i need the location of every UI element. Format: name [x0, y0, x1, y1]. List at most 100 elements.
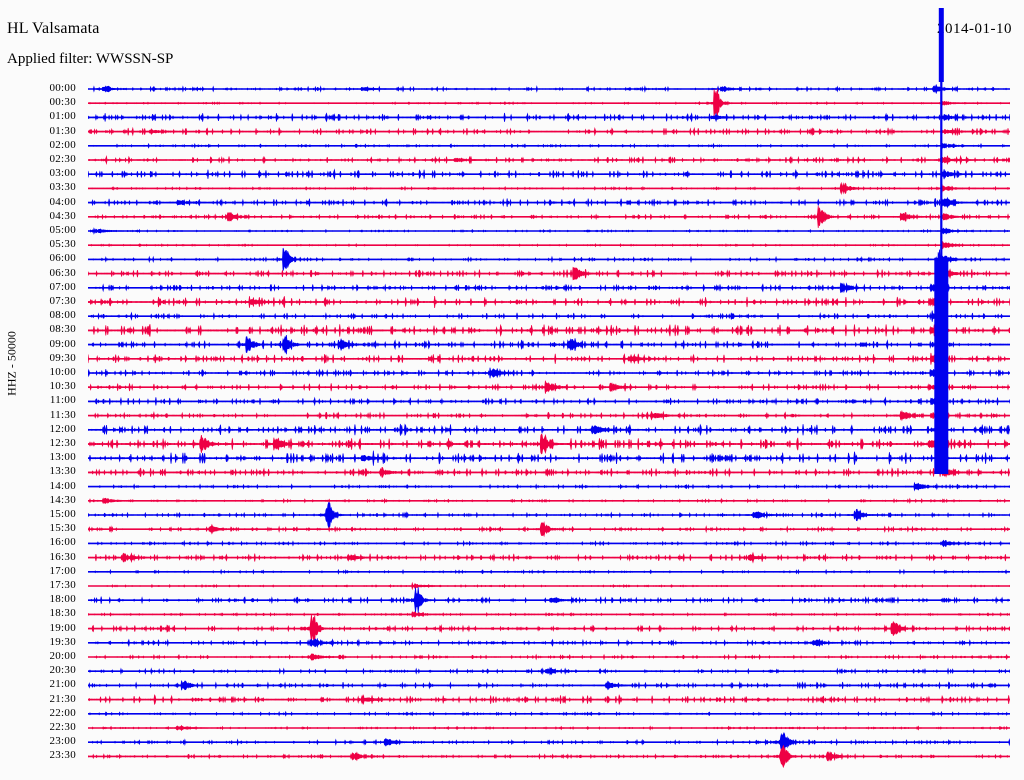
time-label: 18:00 [49, 593, 76, 606]
trace-canvas [88, 82, 1010, 769]
time-label: 21:00 [49, 678, 76, 691]
time-label: 17:00 [49, 564, 76, 577]
trace-row [88, 181, 1010, 195]
time-label: 04:30 [49, 209, 76, 222]
trace-row [88, 521, 1010, 538]
time-label: 05:00 [49, 224, 76, 236]
time-label: 11:00 [49, 394, 76, 407]
time-label: 00:00 [49, 82, 76, 94]
trace-row [88, 297, 1010, 363]
trace-row [88, 539, 1010, 548]
time-label: 03:00 [49, 167, 76, 180]
trace-row [88, 450, 1010, 466]
trace-row [88, 653, 1010, 661]
time-label: 01:00 [49, 110, 76, 123]
time-label: 18:30 [49, 607, 76, 620]
trace-row [88, 694, 1010, 706]
trace-row [88, 168, 1010, 181]
trace-row [88, 112, 1010, 123]
time-label: 16:00 [49, 536, 76, 549]
trace-row [88, 344, 1010, 402]
trace-row [88, 126, 1010, 137]
trace-row [88, 581, 1010, 591]
time-label: 11:30 [49, 408, 76, 421]
time-axis: 00:00 00:30 01:00 01:30 02:00 02:30 03:00 03:30… [0, 0, 88, 780]
time-label: 12:30 [49, 437, 76, 449]
trace-row [88, 375, 1010, 428]
trace-row [88, 467, 1010, 478]
time-label: 13:00 [49, 451, 76, 464]
trace-row [88, 666, 1010, 676]
time-label: 14:30 [49, 493, 76, 506]
time-label: 04:00 [49, 195, 76, 208]
trace-row [88, 196, 1010, 209]
time-label: 09:00 [49, 337, 76, 350]
time-label: 15:00 [49, 508, 76, 520]
time-label: 16:30 [49, 550, 76, 563]
time-label: 06:30 [49, 266, 76, 279]
trace-row [88, 406, 1010, 453]
time-label: 01:30 [49, 124, 76, 137]
station-title: HL Valsamata [7, 20, 100, 37]
trace-row [88, 611, 1010, 618]
trace-row [88, 614, 1010, 643]
time-label: 07:30 [49, 295, 76, 307]
trace-row [88, 249, 1010, 327]
trace-row [88, 502, 1010, 528]
time-label: 21:30 [49, 692, 76, 705]
trace-row [88, 227, 1010, 235]
trace-row [88, 321, 1010, 369]
time-label: 15:30 [49, 522, 76, 535]
trace-row [88, 393, 1010, 438]
trace-row [88, 339, 1010, 378]
time-label: 22:00 [49, 706, 76, 719]
mainshock-saturation [934, 82, 949, 474]
trace-row [88, 268, 1010, 336]
record-date: 2014-01-10 [937, 21, 1012, 37]
trace-row [88, 497, 1010, 505]
time-label: 02:30 [49, 153, 76, 165]
time-label: 03:30 [49, 181, 76, 194]
trace-row [88, 83, 1010, 95]
time-label: 23:00 [49, 735, 76, 748]
trace-row [88, 724, 1010, 732]
trace-row [88, 568, 1010, 575]
time-label: 22:30 [49, 721, 76, 733]
trace-row [88, 637, 1010, 648]
time-label: 17:30 [49, 579, 76, 591]
time-label: 10:30 [49, 380, 76, 393]
trace-row [88, 680, 1010, 691]
trace-row [88, 481, 1010, 492]
trace-row [88, 142, 1010, 149]
time-label: 09:30 [49, 351, 76, 364]
trace-row [88, 587, 1010, 614]
trace-row [88, 744, 1010, 769]
applied-filter-label: Applied filter: WWSSN-SP [7, 51, 174, 67]
date-spike-overlay [938, 8, 944, 82]
trace-row [88, 282, 1010, 351]
trace-row [88, 154, 1010, 166]
trace-row [88, 241, 1010, 250]
time-label: 19:30 [49, 635, 76, 648]
trace-row [88, 266, 1010, 281]
time-label: 20:30 [49, 664, 76, 677]
trace-row [88, 710, 1010, 717]
trace-row [88, 369, 1010, 405]
time-label: 07:00 [49, 280, 76, 293]
trace-row [88, 551, 1010, 564]
trace-row [88, 433, 1010, 455]
time-label: 20:00 [49, 650, 76, 662]
time-label: 08:00 [49, 309, 76, 322]
time-label: 19:00 [49, 621, 76, 634]
time-label: 12:00 [49, 422, 76, 435]
trace-row [88, 247, 1010, 271]
time-label: 13:30 [49, 465, 76, 478]
time-label: 05:30 [49, 238, 76, 251]
time-label: 00:30 [49, 96, 76, 109]
time-label: 08:30 [49, 323, 76, 336]
trace-row [88, 205, 1010, 228]
time-label: 23:30 [49, 749, 76, 762]
time-label: 10:00 [49, 366, 76, 378]
time-label: 14:00 [49, 479, 76, 492]
time-label: 06:00 [49, 252, 76, 265]
